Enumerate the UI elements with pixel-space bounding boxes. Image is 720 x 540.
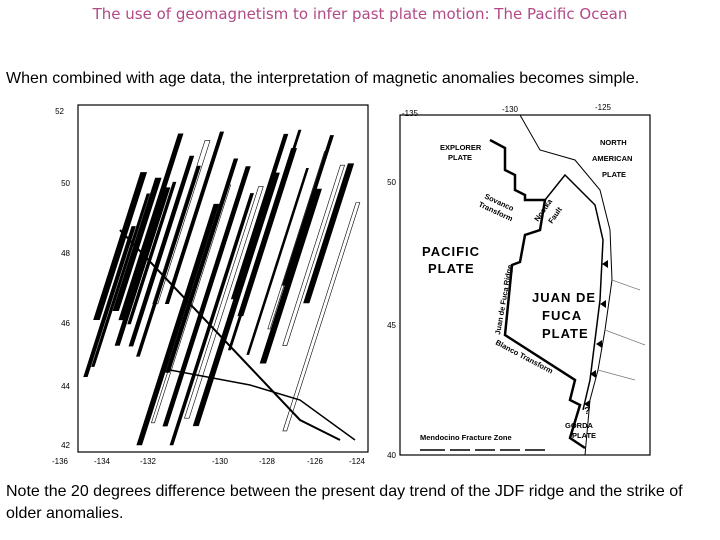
anomaly-map <box>77 104 369 453</box>
anomaly-stripe <box>227 129 302 351</box>
coast-detail <box>597 279 646 381</box>
lat-label: 48 <box>61 249 70 258</box>
anomaly-stripe <box>136 203 220 446</box>
lon-label: -135 <box>402 109 419 118</box>
lon-label: -130 <box>502 105 519 114</box>
anomaly-stripe <box>282 202 361 432</box>
plate-label: FUCA <box>542 308 582 323</box>
lat-label: 50 <box>387 178 396 187</box>
lon-label: -124 <box>349 457 366 466</box>
fracture-line <box>169 369 356 441</box>
plate-label: PLATE <box>602 170 626 179</box>
anomaly-stripe <box>230 133 289 300</box>
lat-label: 52 <box>55 107 64 116</box>
anomaly-stripe <box>127 181 177 325</box>
anomaly-stripe <box>246 167 309 355</box>
coastline <box>519 114 613 456</box>
lat-label: 42 <box>61 441 70 450</box>
plate-map <box>399 114 651 456</box>
map-frame <box>399 114 651 456</box>
anomaly-stripe <box>93 172 148 321</box>
anomaly-stripe <box>164 131 225 305</box>
plate-label: PACIFIC <box>422 244 480 259</box>
plate-label: JUAN DE <box>532 290 596 305</box>
anomaly-stripe <box>83 226 136 378</box>
lon-label: -136 <box>52 457 69 466</box>
lon-label: -134 <box>94 457 111 466</box>
slide-title: The use of geomagnetism to infer past pl… <box>92 5 628 23</box>
anomaly-stripe <box>282 164 345 346</box>
anomaly-stripe <box>303 163 355 304</box>
lat-label: 40 <box>387 451 396 460</box>
lon-label: -130 <box>212 457 229 466</box>
anomaly-stripe <box>136 165 201 357</box>
plate-label: EXPLORER <box>440 143 482 152</box>
intro-text: When combined with age data, the interpr… <box>6 70 640 87</box>
anomaly-stripe <box>169 193 254 446</box>
plate-label: PLATE <box>572 431 596 440</box>
anomaly-stripe <box>112 177 162 312</box>
plate-label: GORDA <box>565 421 594 430</box>
lat-label: 45 <box>387 321 396 330</box>
lat-label: 46 <box>61 319 70 328</box>
plate-label: AMERICAN <box>592 154 632 163</box>
anomaly-stripe <box>128 155 195 347</box>
lon-label: -126 <box>307 457 324 466</box>
anomaly-stripe <box>152 140 211 305</box>
anomaly-stripe <box>259 188 322 364</box>
note-text: Note the 20 degrees difference between t… <box>6 483 683 522</box>
feature-label: ? <box>584 406 590 417</box>
lat-label: 44 <box>61 382 70 391</box>
anomaly-stripe <box>91 193 150 367</box>
plate-label: PLATE <box>448 153 472 162</box>
anomaly-stripe <box>281 135 334 286</box>
lon-label: -132 <box>140 457 157 466</box>
plate-label: PLATE <box>428 261 475 276</box>
lon-label: -128 <box>259 457 276 466</box>
lon-label: -125 <box>595 103 612 112</box>
anomaly-stripe <box>162 166 251 427</box>
feature-label: Mendocino Fracture Zone <box>420 433 512 442</box>
plate-label: NORTH <box>600 138 627 147</box>
plate-label: PLATE <box>542 326 589 341</box>
lat-label: 50 <box>61 179 70 188</box>
anomaly-stripes <box>83 129 361 446</box>
plate-boundary <box>489 138 586 450</box>
anomaly-stripe <box>192 172 280 427</box>
fracture-line <box>119 229 341 441</box>
anomaly-stripe <box>184 186 264 419</box>
anomaly-stripe <box>118 133 184 321</box>
subduction-zone <box>544 173 604 411</box>
